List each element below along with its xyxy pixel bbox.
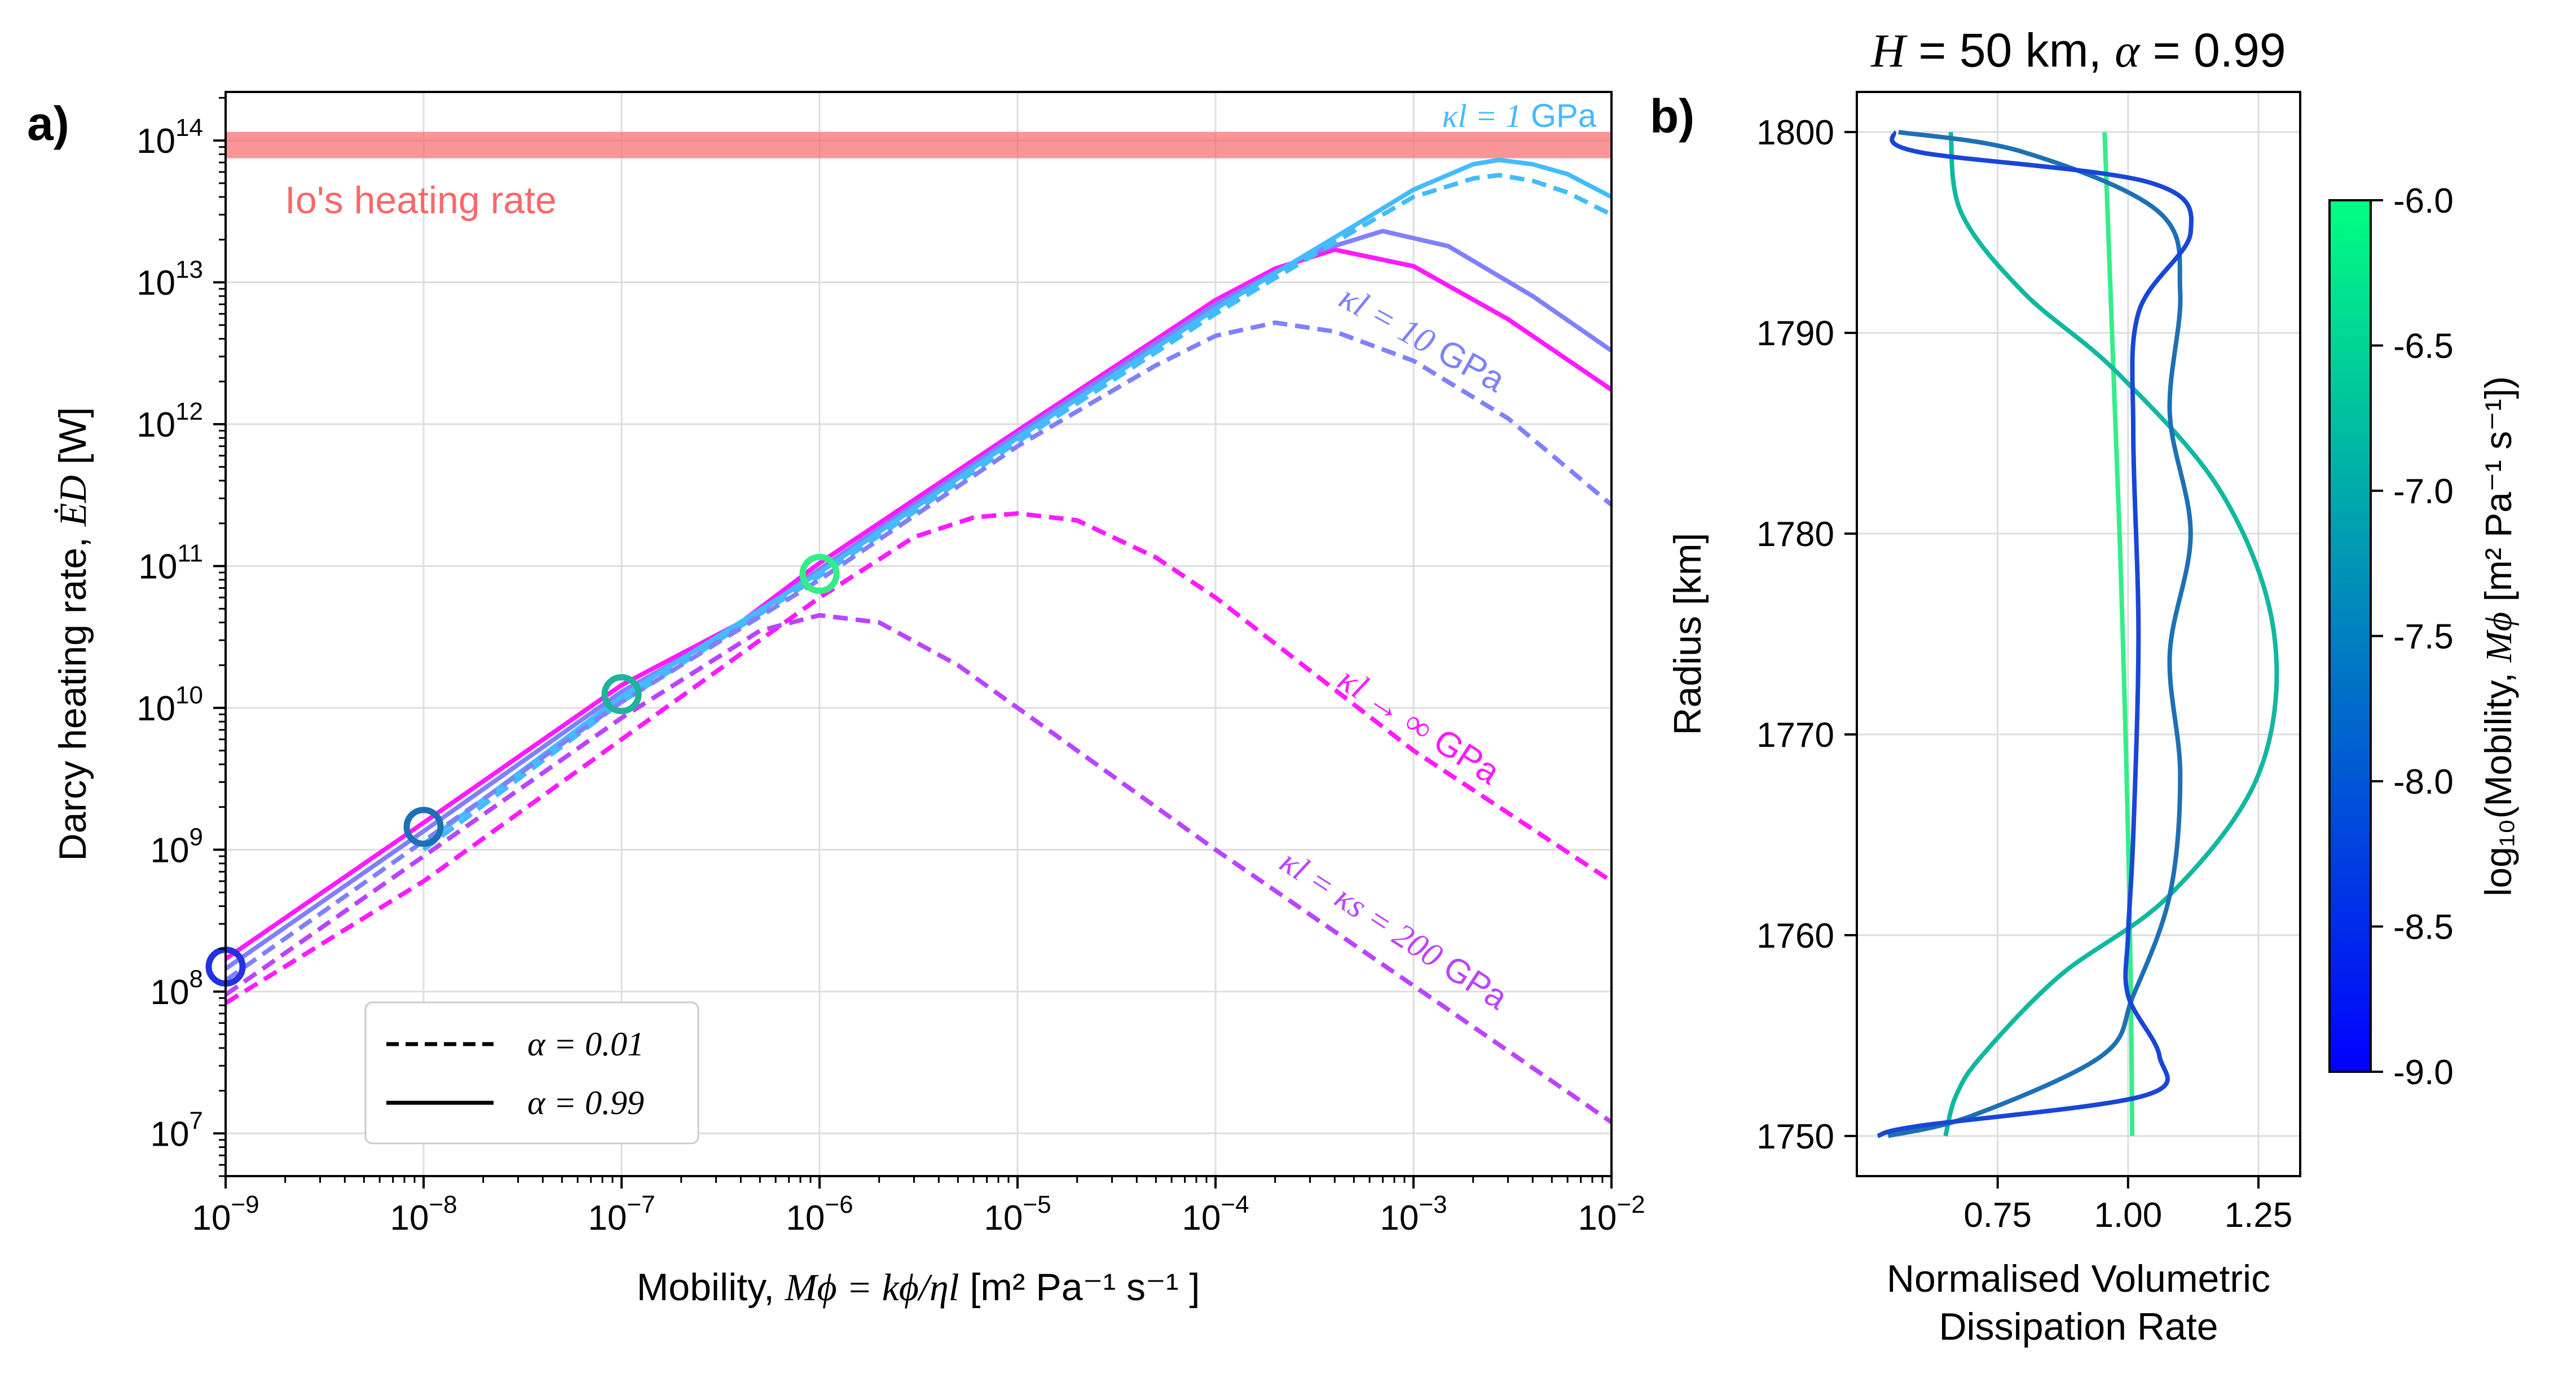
a-xtick-label: 10−2 <box>1578 1191 1645 1238</box>
a-ytick-label: 109 <box>151 823 203 870</box>
series-line-2 <box>422 157 1611 846</box>
legend-box <box>364 1001 699 1145</box>
cb-tick-label: -6.5 <box>2393 327 2454 366</box>
cb-tick-label: -7.5 <box>2393 618 2454 657</box>
series-line-4 <box>226 320 1611 983</box>
series-line-0 <box>226 247 1611 961</box>
a-ytick-label: 107 <box>151 1107 203 1154</box>
cb-tick-label: -7.0 <box>2393 472 2454 511</box>
b-xtick-label: 1.25 <box>2225 1196 2293 1235</box>
panel-a-gridlines <box>224 92 1613 1176</box>
cb-tick-label: -9.0 <box>2393 1053 2454 1092</box>
dissipation-profile-0 <box>2102 132 2135 1136</box>
b-ytick-label: 1790 <box>1756 314 1834 353</box>
b-ytick-label: 1800 <box>1756 113 1834 152</box>
dissipation-profile-3 <box>1877 130 2194 1138</box>
curve-label-kappa-1: κl = 1 GPa <box>1442 98 1597 134</box>
mobility-marker-3 <box>799 553 840 594</box>
io-band-label: Io's heating rate <box>285 179 557 222</box>
panel-b: H = 50 km, α = 0.99 0.75 1.00 1.25 1750 1760… <box>1666 24 2301 1348</box>
a-xtick-label: 10−8 <box>390 1191 457 1238</box>
cb-tick-label: -8.5 <box>2393 908 2454 947</box>
a-xtick-label: 10−9 <box>192 1191 259 1238</box>
panel-a-ticks: 10−9 10−8 10−7 10−6 10−5 10−4 10−3 10−2 107 108 10… <box>136 96 1645 1238</box>
a-ytick-label: 1013 <box>136 256 203 303</box>
series-line-3 <box>422 173 1611 852</box>
series-line-1 <box>226 228 1611 971</box>
a-xtick-label: 10−5 <box>984 1191 1051 1238</box>
b-ytick-label: 1760 <box>1756 917 1834 956</box>
mobility-marker-1 <box>403 807 444 847</box>
b-ytick-label: 1770 <box>1756 716 1834 755</box>
cb-tick-label: -6.0 <box>2393 182 2454 221</box>
a-xtick-label: 10−4 <box>1182 1191 1249 1238</box>
a-ytick-label: 1012 <box>136 398 203 444</box>
colorbar-gradient <box>2328 199 2372 1073</box>
series-line-5 <box>226 511 1611 1005</box>
legend: α = 0.01 α = 0.99 <box>364 1001 699 1145</box>
dissipation-profile-2 <box>1887 130 2193 1138</box>
panel-b-axes-frame <box>1856 91 2301 1177</box>
io-heating-band <box>226 131 1611 159</box>
panel-b-gridlines <box>1857 92 2300 1176</box>
b-xtick-label: 1.00 <box>2094 1196 2163 1235</box>
colorbar: -9.0 -8.5 -8.0 -7.5 -7.0 -6.5 -6.0 log₁₀(Mobil… <box>2328 182 2520 1092</box>
cb-tick-label: -8.0 <box>2393 763 2454 802</box>
a-ytick-label: 1011 <box>138 539 203 586</box>
colorbar-ticks: -9.0 -8.5 -8.0 -7.5 -7.0 -6.5 -6.0 <box>2371 182 2454 1092</box>
colorbar-label: log₁₀(Mobility, Mϕ [m² Pa⁻¹ s⁻¹]) <box>2477 376 2520 896</box>
panel-a-xlabel: Mobility, Mϕ = kϕ/ηl [m² Pa⁻¹ s⁻¹ ] <box>637 1266 1200 1309</box>
a-ytick-label: 1010 <box>136 681 203 728</box>
curve-label-kappa-200: κl = κs = 200 GPa <box>1274 842 1514 1017</box>
series-line-6 <box>226 613 1611 1124</box>
a-ytick-label: 1014 <box>136 114 203 161</box>
panel-b-xlabel-line1: Normalised Volumetric <box>1887 1257 2270 1300</box>
panel-label-a: a) <box>27 97 69 150</box>
dissipation-profile-1 <box>1943 131 2279 1137</box>
panel-b-xlabel-line2: Dissipation Rate <box>1939 1305 2218 1348</box>
b-ytick-label: 1750 <box>1756 1117 1834 1156</box>
panel-b-ticks: 0.75 1.00 1.25 1750 1760 1770 1780 1790 1800 <box>1756 113 2292 1235</box>
panel-b-series <box>1877 130 2279 1138</box>
b-ytick-label: 1780 <box>1756 515 1834 554</box>
curve-label-kappa-inf: κl → ∞ GPa <box>1331 659 1507 792</box>
panel-b-title: H = 50 km, α = 0.99 <box>1870 24 2286 77</box>
panel-a-axes-frame <box>224 91 1613 1177</box>
a-xtick-label: 10−6 <box>786 1191 853 1238</box>
legend-label-alpha-001: α = 0.01 <box>527 1026 644 1063</box>
a-xtick-label: 10−7 <box>588 1191 655 1238</box>
mobility-marker-2 <box>601 674 642 715</box>
panel-b-ylabel: Radius [km] <box>1666 533 1709 736</box>
panel-a-ylabel: Darcy heating rate, ĖD [W] <box>51 407 94 861</box>
panel-label-b: b) <box>1650 90 1694 143</box>
curve-label-kappa-10: κl = 10 GPa <box>1333 278 1512 400</box>
a-xtick-label: 10−3 <box>1380 1191 1447 1238</box>
a-ytick-label: 108 <box>151 965 203 1012</box>
legend-label-alpha-099: α = 0.99 <box>527 1084 644 1121</box>
panel-a-series <box>226 157 1611 1124</box>
b-xtick-label: 0.75 <box>1963 1196 2032 1235</box>
panel-a: 10−9 10−8 10−7 10−6 10−5 10−4 10−3 10−2 107 108 10… <box>51 91 1645 1309</box>
